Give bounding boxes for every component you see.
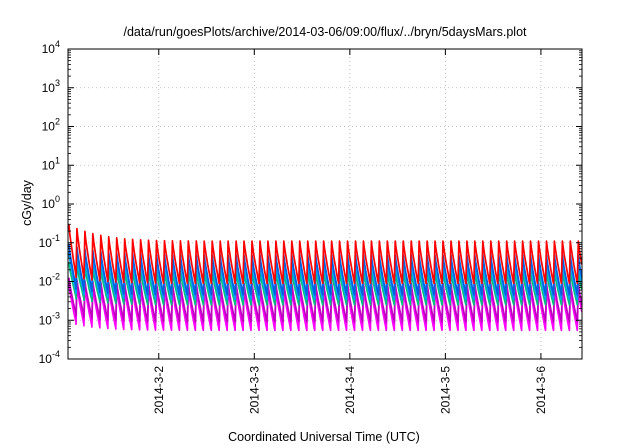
- y-tick-label: 10-4: [39, 349, 60, 366]
- y-tick-exponent: 3: [55, 78, 60, 88]
- y-tick-label: 10-1: [39, 233, 60, 250]
- y-tick-label: 101: [42, 155, 60, 172]
- y-tick-label: 103: [42, 78, 60, 95]
- y-tick-exponent: -3: [52, 310, 60, 320]
- series-line: [67, 283, 583, 332]
- series-line: [67, 251, 583, 301]
- x-tick-label: 2014-3-5: [438, 366, 452, 414]
- x-tick-label: 2014-3-6: [534, 366, 548, 414]
- plot-frame: [67, 48, 583, 360]
- axes: [67, 48, 583, 360]
- series-line: [67, 224, 583, 285]
- x-tick-label: 2014-3-4: [343, 366, 357, 414]
- y-tick-exponent: -2: [52, 272, 60, 282]
- y-tick-exponent: -4: [52, 349, 60, 359]
- y-tick-exponent: 1: [55, 155, 60, 165]
- x-tick-label: 2014-3-2: [152, 366, 166, 414]
- y-tick-label: 100: [42, 194, 60, 211]
- y-tick-label: 102: [42, 117, 60, 134]
- y-tick-label: 10-3: [39, 310, 60, 327]
- x-axis-label: Coordinated Universal Time (UTC): [228, 430, 420, 444]
- y-tick-label: 104: [42, 39, 60, 56]
- x-tick-label: 2014-3-3: [247, 366, 261, 414]
- y-axis-label: cGy/day: [20, 179, 34, 226]
- chart-title: /data/run/goesPlots/archive/2014-03-06/0…: [123, 25, 527, 39]
- y-tick-exponent: 2: [55, 117, 60, 127]
- series-group: [67, 224, 583, 332]
- y-tick-label: 10-2: [39, 272, 60, 289]
- x-tick-labels: 2014-3-2 2014-3-3 2014-3-4 2014-3-5 2014-3-6: [152, 366, 548, 414]
- y-tick-exponent: 4: [55, 39, 60, 49]
- y-tick-exponent: -1: [52, 233, 60, 243]
- series-line: [67, 243, 583, 296]
- y-tick-exponent: 0: [55, 194, 60, 204]
- series-line: [67, 262, 583, 306]
- series-line: [67, 277, 583, 323]
